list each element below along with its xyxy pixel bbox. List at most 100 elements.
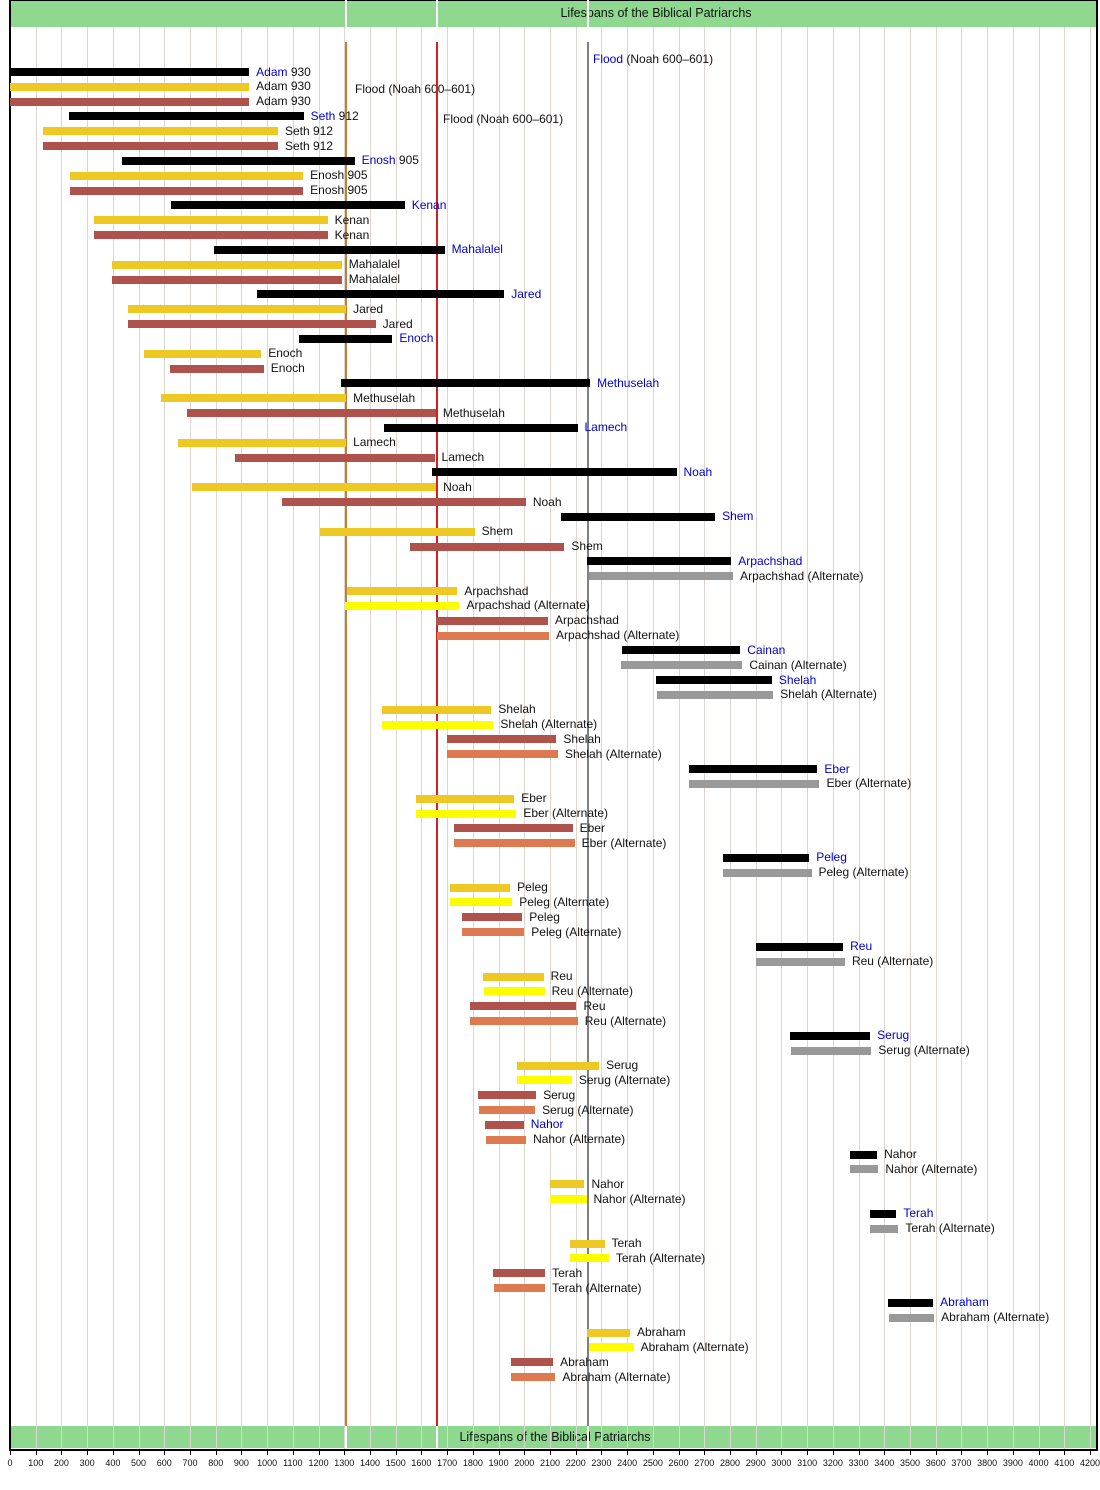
bar-label-name: Arpachshad (Alternate) [740, 568, 864, 583]
bar-label-name: Peleg (Alternate) [531, 924, 622, 939]
gridline [910, 27, 911, 1449]
axis-tick-label: 3900 [1002, 1458, 1023, 1468]
bar-label-name: Adam 930 [256, 79, 311, 94]
bar-reu-lxx_alt [756, 957, 845, 966]
bar-label-shem-mt: Shem [571, 540, 602, 553]
bar-enosh-mt [70, 186, 304, 195]
bar-label-name: Serug [606, 1058, 639, 1073]
bar-label-peleg-mt_alt: Peleg (Alternate) [531, 924, 622, 939]
bar-label-name: Eber (Alternate) [523, 806, 609, 820]
axis-tick-label: 900 [233, 1458, 249, 1468]
bar-jared-lxx [256, 290, 505, 299]
bar-shelah-sp [382, 705, 492, 714]
bar-label-cainan-lxx_alt: Cainan (Alternate) [749, 658, 846, 672]
axis-tick [524, 1449, 526, 1455]
bar-enoch-lxx [298, 334, 393, 343]
bar-nahor-lxx_alt [850, 1165, 879, 1174]
bar-label-name: Serug [543, 1087, 576, 1102]
axis-tick [395, 1449, 397, 1455]
flood-label-rest: (Noah 600–601) [623, 52, 714, 66]
bar-label-name: Lamech [441, 450, 485, 465]
bar-label-name: Shem [481, 524, 514, 539]
gridline [1090, 27, 1091, 1449]
gridline [344, 27, 346, 1449]
gridline [575, 27, 577, 1449]
bar-label-peleg-mt: Peleg [529, 910, 560, 924]
x-axis-line [9, 1449, 1098, 1451]
flood-line-orange-label: Flood (Noah 600–601) [355, 82, 476, 96]
bar-abraham-lxx [888, 1298, 934, 1307]
bar-label-name: Seth [310, 108, 336, 123]
bar-label-peleg-lxx_alt: Peleg (Alternate) [819, 866, 909, 879]
bar-enoch-sp [144, 349, 262, 358]
flood-line-red-label: Flood (Noah 600–601) [443, 112, 564, 126]
bar-label-nahor-lxx: Nahor [884, 1148, 917, 1161]
bar-methuselah-mt [186, 409, 436, 418]
bar-noah-mt [281, 498, 526, 507]
axis-tick [10, 1449, 11, 1455]
axis-tick [472, 1449, 474, 1455]
bar-enoch-mt [169, 364, 264, 373]
bar-label-shelah-lxx: Shelah [779, 673, 816, 687]
bar-shelah-lxx [655, 676, 772, 685]
bar-label-name: Abraham [560, 1354, 609, 1369]
gridline [627, 27, 629, 1449]
axis-tick-label: 4100 [1054, 1458, 1075, 1468]
bar-reu-sp [482, 972, 544, 981]
gridline [601, 27, 603, 1449]
axis-tick-label: 3000 [771, 1458, 792, 1468]
bar-kenan-mt [93, 231, 328, 240]
axis-tick-label: 400 [105, 1458, 121, 1468]
axis-tick [87, 1449, 89, 1455]
bar-label-nahor-sp_alt: Nahor (Alternate) [594, 1192, 686, 1206]
bar-label-name: Eber [579, 820, 605, 835]
bar-noah-sp [191, 483, 437, 492]
axis-tick [370, 1449, 371, 1455]
bar-label-methuselah-sp: Methuselah [353, 391, 415, 405]
bar-label-terah-mt_alt: Terah (Alternate) [552, 1281, 641, 1295]
axis-tick [190, 1449, 191, 1455]
bar-label-abraham-mt: Abraham [560, 1354, 609, 1369]
axis-tick [961, 1449, 963, 1455]
bar-label-name: Peleg (Alternate) [519, 894, 610, 909]
bar-label-name: Shelah [498, 702, 536, 717]
bar-label-serug-lxx: Serug [877, 1029, 909, 1042]
axis-tick [601, 1449, 603, 1455]
bar-label-abraham-sp_alt: Abraham (Alternate) [641, 1340, 749, 1354]
bar-cainan-lxx_alt [620, 661, 743, 670]
axis-tick [652, 1449, 654, 1455]
bar-label-terah-mt: Terah [552, 1266, 582, 1280]
bar-label-name: Peleg [517, 880, 548, 895]
bar-label-name: Kenan [334, 212, 370, 227]
bar-label-abraham-sp: Abraham [637, 1326, 686, 1339]
bar-peleg-sp [449, 883, 511, 892]
bar-label-noah-sp: Noah [443, 479, 472, 494]
bar-label-eber-lxx_alt: Eber (Alternate) [826, 777, 911, 790]
bar-label-name: Arpachshad (Alternate) [466, 598, 590, 613]
axis-tick-label: 4200 [1079, 1458, 1100, 1468]
gridline [87, 27, 89, 1449]
bar-reu-lxx [756, 942, 844, 951]
axis-tick-label: 3200 [822, 1458, 843, 1468]
bar-label-name: Noah [443, 479, 472, 494]
gridline [292, 27, 294, 1449]
bar-seth-mt [43, 142, 278, 151]
bar-label-lifespan-number: 930 [287, 64, 311, 79]
axis-tick [550, 1449, 551, 1455]
chart-title-bottom: Lifespans of the Biblical Patriarchs [459, 1430, 651, 1444]
bar-arpachshad-sp_alt [345, 601, 460, 610]
bar-label-name: Terah (Alternate) [905, 1221, 995, 1236]
bar-label-name: Terah [903, 1206, 934, 1221]
bar-label-enosh-mt: Enosh 905 [310, 184, 367, 197]
bar-nahor-mt_alt [486, 1135, 527, 1144]
bar-shem-mt [410, 542, 565, 551]
axis-tick [807, 1449, 809, 1455]
bar-label-name: Reu (Alternate) [851, 954, 934, 969]
gridline [832, 27, 834, 1449]
bar-label-serug-lxx_alt: Serug (Alternate) [878, 1044, 969, 1057]
bar-serug-sp_alt [516, 1076, 572, 1085]
axis-tick-label: 3700 [951, 1458, 972, 1468]
bar-abraham-mt_alt [510, 1373, 556, 1382]
bar-label-name: Noah [532, 494, 562, 509]
bar-label-arpachshad-sp_alt: Arpachshad (Alternate) [466, 599, 589, 612]
